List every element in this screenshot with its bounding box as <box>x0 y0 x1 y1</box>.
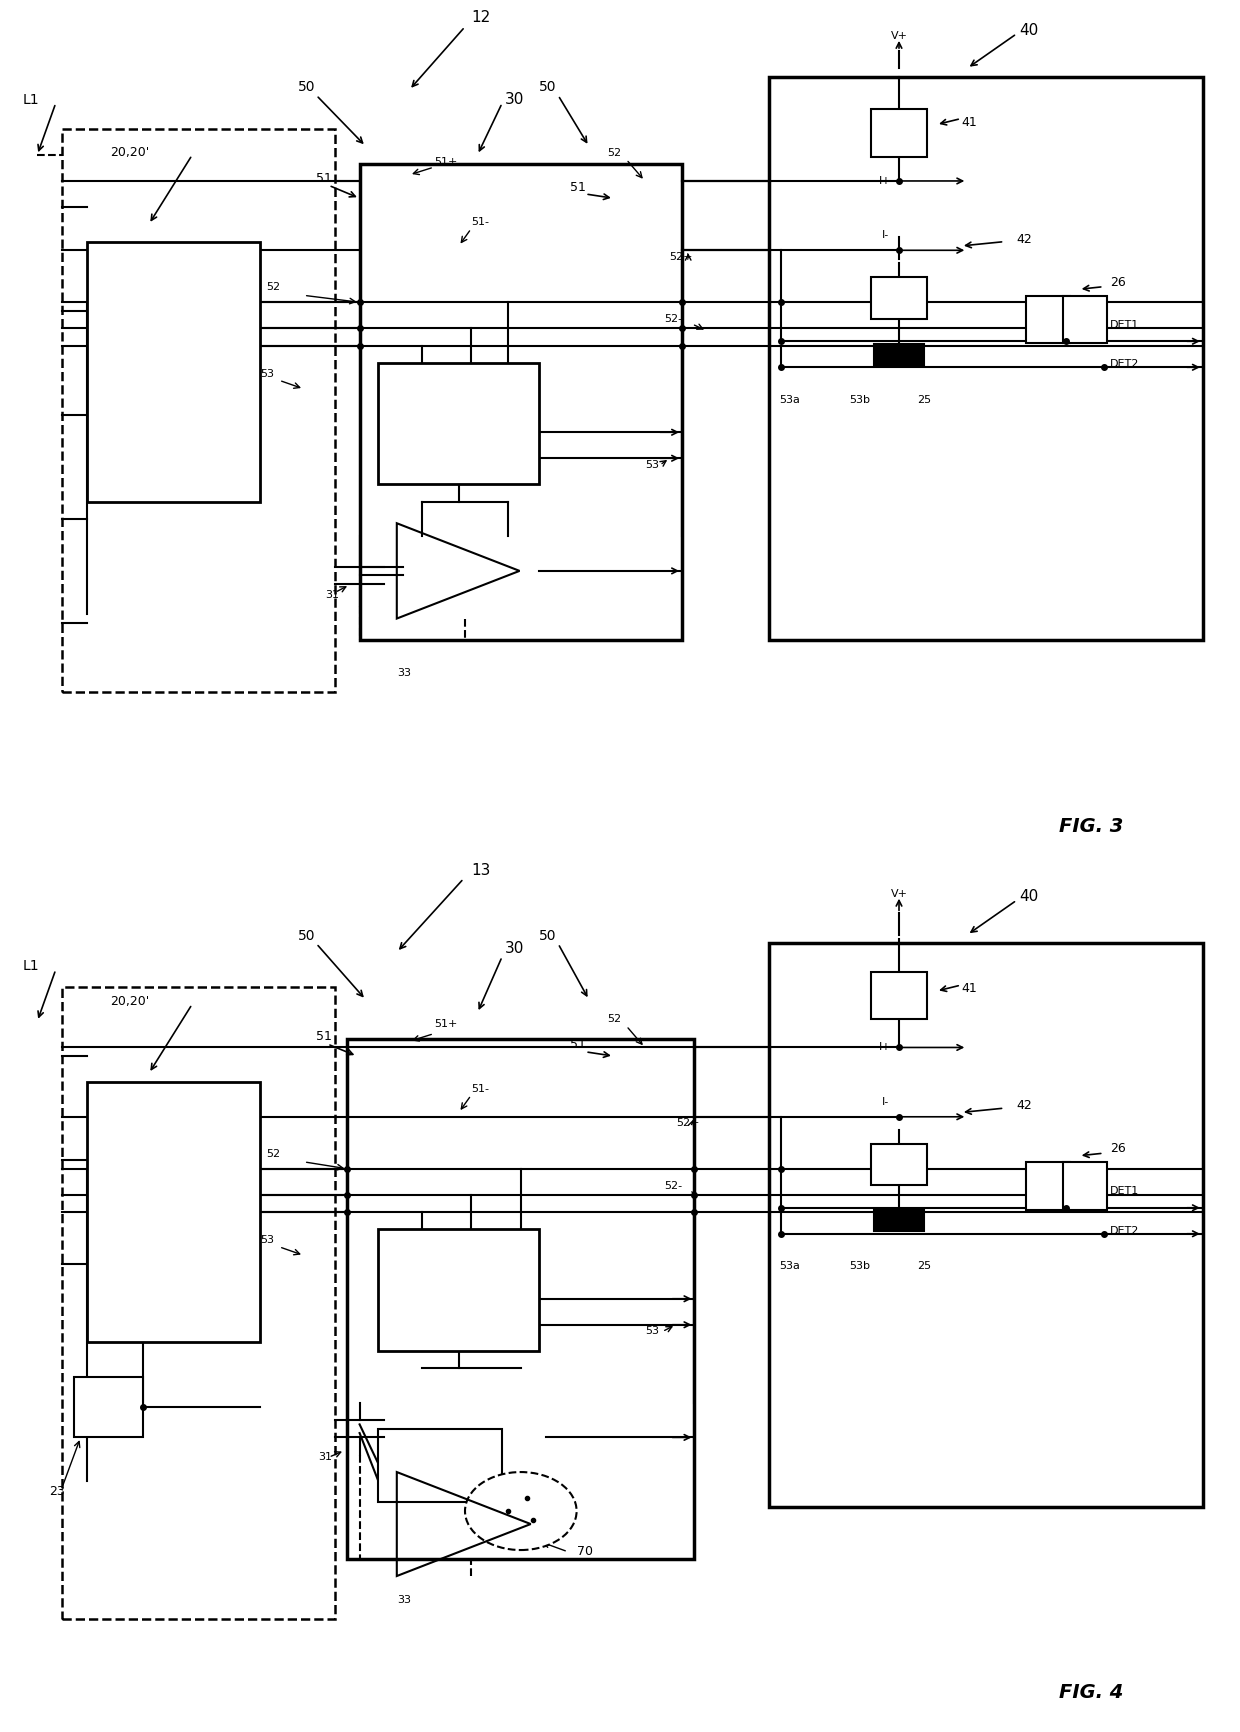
Bar <box>1025 296 1069 345</box>
Bar <box>378 364 539 485</box>
Bar <box>769 78 1203 641</box>
Bar <box>769 944 1203 1507</box>
Bar <box>1063 1162 1107 1211</box>
Text: 52-: 52- <box>665 313 683 324</box>
Text: 50: 50 <box>298 928 315 942</box>
Text: 30: 30 <box>505 92 525 107</box>
Text: 20,20': 20,20' <box>110 994 150 1008</box>
Text: V+: V+ <box>890 31 908 42</box>
Text: L1: L1 <box>22 960 40 973</box>
Text: 51: 51 <box>316 171 332 185</box>
Text: 53b: 53b <box>849 1261 870 1271</box>
Text: I-: I- <box>882 230 889 241</box>
Text: 51-: 51- <box>471 216 490 227</box>
Bar <box>347 1039 694 1559</box>
Text: 26: 26 <box>1110 275 1126 289</box>
Text: I+: I+ <box>879 175 892 185</box>
Text: 42: 42 <box>1017 232 1033 246</box>
Text: 32: 32 <box>410 1457 425 1467</box>
Text: 31: 31 <box>325 589 339 599</box>
Text: DET2: DET2 <box>1110 359 1140 369</box>
Text: 42: 42 <box>1017 1098 1033 1112</box>
Text: 25: 25 <box>918 395 931 405</box>
Text: 51: 51 <box>570 180 587 194</box>
Text: 52: 52 <box>265 282 280 293</box>
Text: 50: 50 <box>539 928 557 942</box>
Text: 26: 26 <box>1110 1141 1126 1155</box>
Text: 52+: 52+ <box>676 1117 699 1128</box>
Text: 41: 41 <box>961 116 977 128</box>
Text: 51+: 51+ <box>434 156 458 166</box>
Text: 70: 70 <box>577 1545 593 1557</box>
Text: 52: 52 <box>608 1013 621 1024</box>
Bar <box>87 242 260 502</box>
Text: 33: 33 <box>397 1593 410 1604</box>
Text: 51-: 51- <box>471 1082 490 1093</box>
Text: 31: 31 <box>319 1451 332 1462</box>
Text: FIG. 3: FIG. 3 <box>1059 816 1123 835</box>
Text: 60: 60 <box>449 1283 469 1297</box>
Text: DET1: DET1 <box>1110 319 1140 329</box>
Text: 50: 50 <box>539 80 557 94</box>
Bar <box>1063 296 1107 345</box>
Text: 50: 50 <box>298 80 315 94</box>
Text: 25: 25 <box>918 1261 931 1271</box>
Text: 20,20': 20,20' <box>110 145 150 159</box>
Text: V+: V+ <box>890 889 908 899</box>
Bar <box>1025 1162 1069 1211</box>
Text: 53: 53 <box>260 369 274 379</box>
Text: 51+: 51+ <box>434 1018 458 1029</box>
Text: 52-: 52- <box>665 1179 683 1190</box>
Text: 53b: 53b <box>849 395 870 405</box>
Bar <box>378 1429 502 1502</box>
Text: 12: 12 <box>471 10 491 24</box>
Text: I+: I+ <box>879 1041 892 1051</box>
Text: 53: 53 <box>645 459 658 469</box>
Circle shape <box>465 1472 577 1550</box>
Text: 40: 40 <box>1019 889 1039 904</box>
Text: 23: 23 <box>50 1484 66 1496</box>
Bar <box>874 345 924 365</box>
Bar <box>870 972 928 1020</box>
Text: 53: 53 <box>260 1235 274 1245</box>
Text: 53a: 53a <box>779 395 800 405</box>
Text: L1: L1 <box>22 94 40 107</box>
Text: DET1: DET1 <box>1110 1185 1140 1195</box>
Bar <box>62 987 335 1619</box>
Text: 33: 33 <box>397 667 410 677</box>
Text: I-: I- <box>882 1096 889 1107</box>
Bar <box>360 165 682 641</box>
Text: 51: 51 <box>570 1037 587 1051</box>
Bar <box>870 111 928 158</box>
Bar <box>87 1082 260 1342</box>
Text: 13: 13 <box>471 863 491 878</box>
Text: DET2: DET2 <box>1110 1225 1140 1235</box>
Text: 30: 30 <box>505 940 525 956</box>
Bar <box>378 1230 539 1351</box>
Text: 52: 52 <box>608 147 621 158</box>
Text: 40: 40 <box>1019 23 1039 38</box>
Bar <box>874 1211 924 1231</box>
Bar <box>870 277 928 319</box>
Bar <box>74 1377 143 1438</box>
Text: 51: 51 <box>316 1029 332 1043</box>
Text: 53: 53 <box>645 1325 658 1335</box>
Text: 53a: 53a <box>779 1261 800 1271</box>
Text: 60: 60 <box>449 417 469 431</box>
Text: 41: 41 <box>961 982 977 994</box>
Text: 52: 52 <box>265 1148 280 1159</box>
Text: FIG. 4: FIG. 4 <box>1059 1682 1123 1701</box>
Text: 52+: 52+ <box>670 251 693 262</box>
Bar <box>870 1143 928 1185</box>
Bar <box>62 130 335 693</box>
